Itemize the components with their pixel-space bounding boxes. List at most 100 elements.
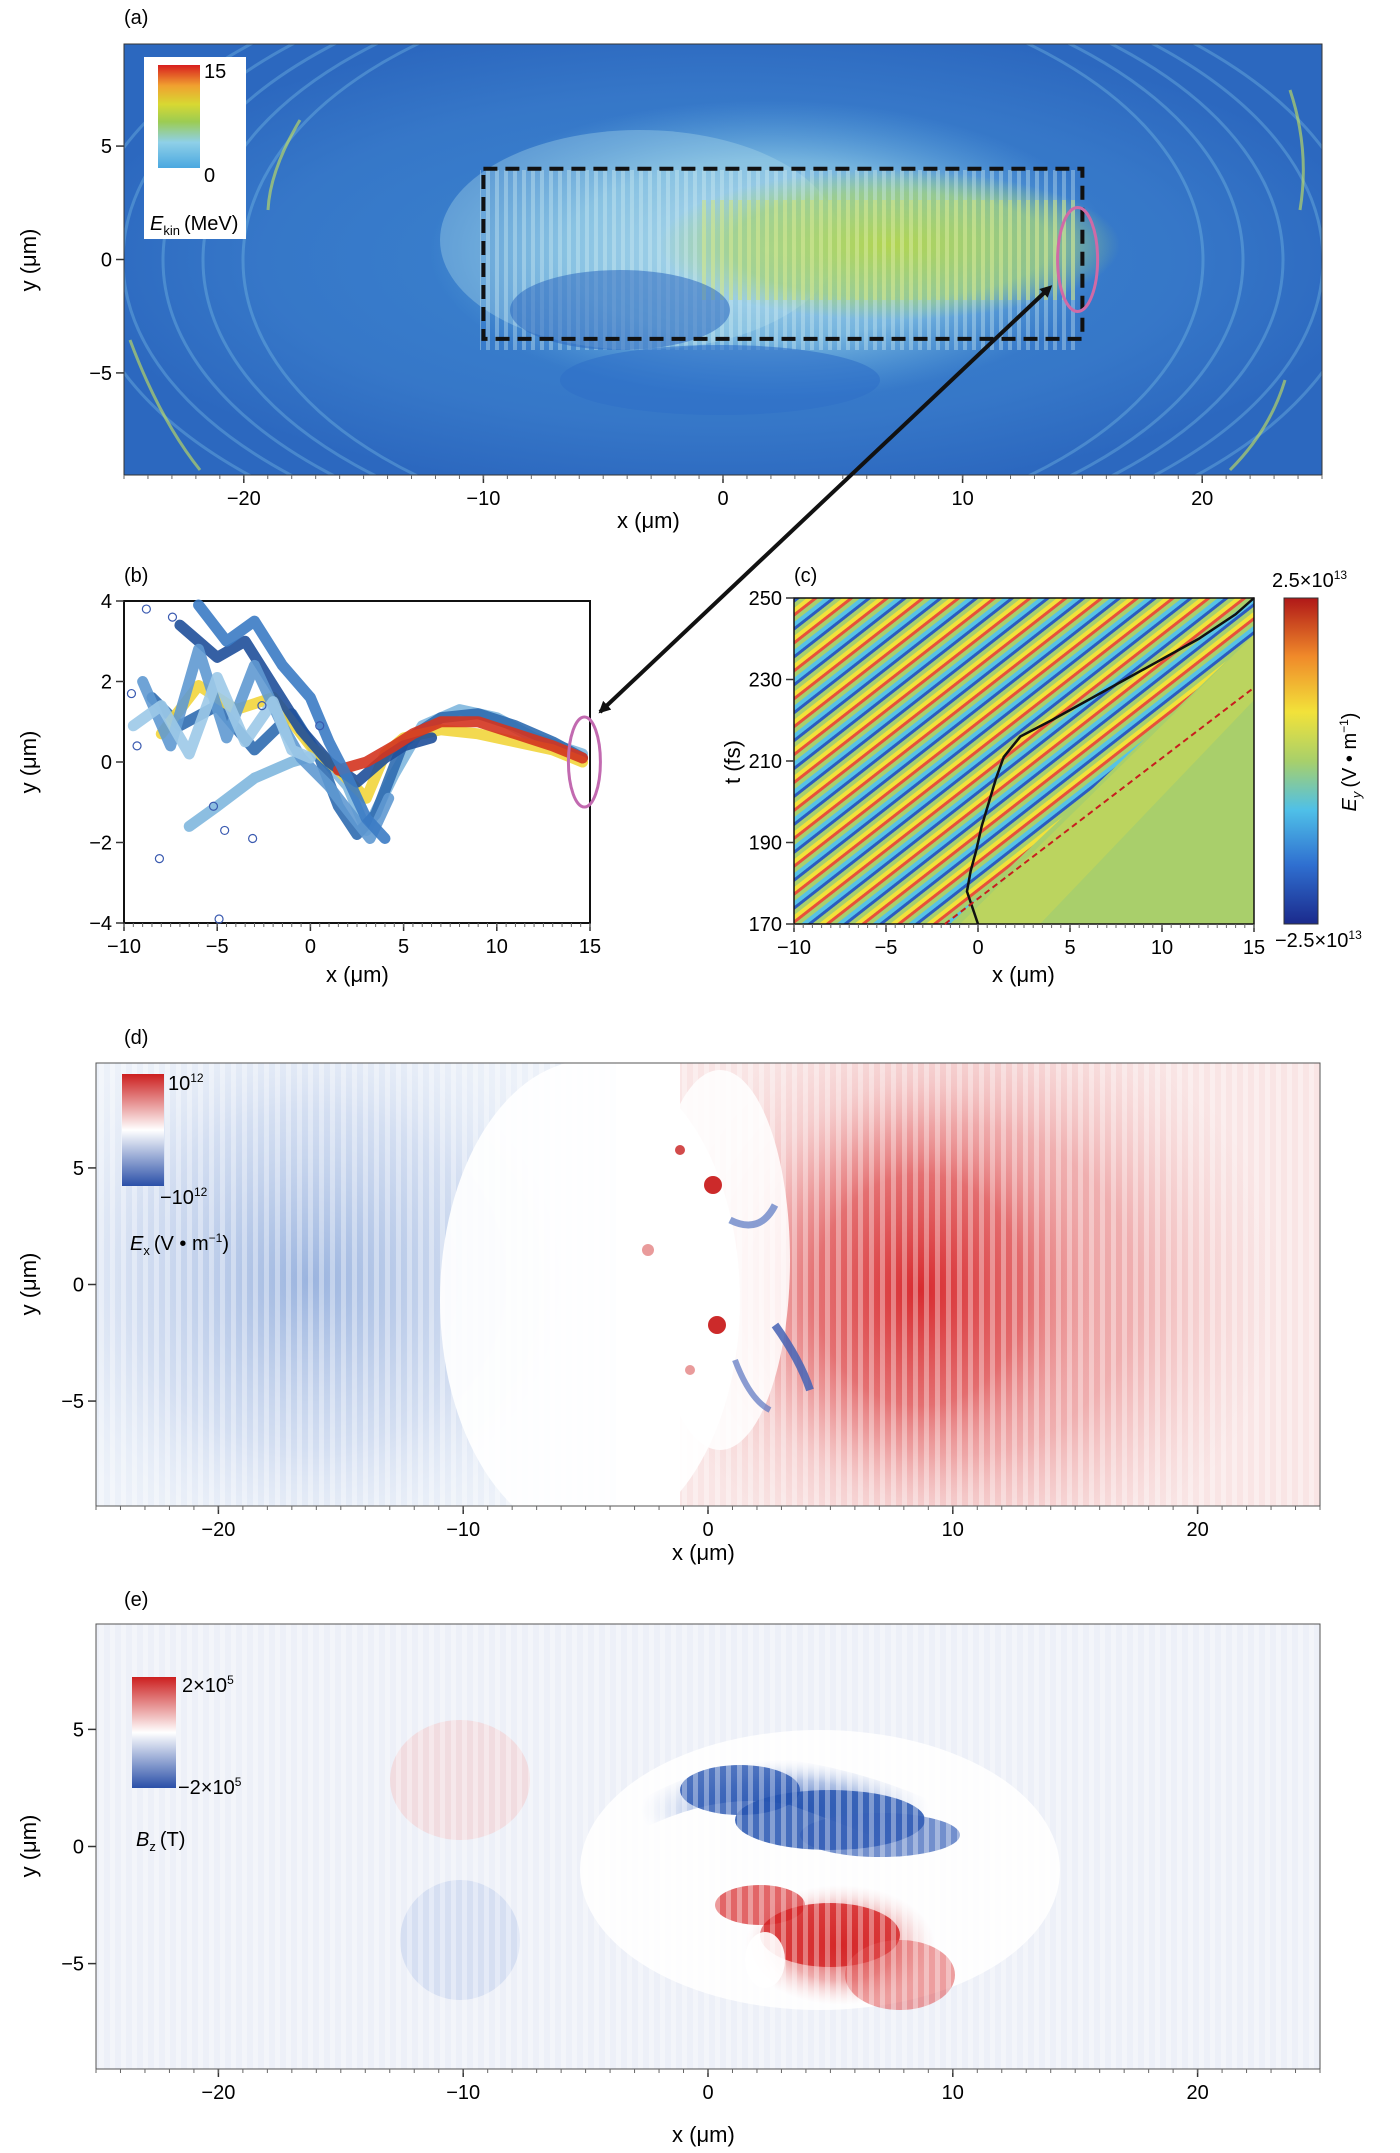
panel-e-xtick-label: −10 (446, 2082, 480, 2104)
panel-b-ytick-label: 0 (101, 752, 112, 774)
panel-b-series-group (126, 599, 589, 924)
panel-e-colorbar-max: 2×105 (182, 1673, 234, 1697)
panel-b-ytick-label: −4 (89, 913, 112, 935)
panel-a-colorbar-label: Ekin (MeV) (150, 213, 238, 238)
panel-b-marker (141, 604, 151, 614)
panel-c-colorbar-min: −2.5×1013 (1275, 928, 1362, 952)
panel-e-ytick-label: 5 (73, 1719, 84, 1741)
panel-c: (c) 2.5×1013 −2.5×1013 Ey(V • m−1) −10 −5… (720, 565, 1364, 987)
panel-b-xtick-label: −10 (107, 936, 141, 958)
panel-e-ytick-label: 0 (73, 1837, 84, 1859)
panel-c-ytick-label: 210 (749, 751, 782, 773)
panel-c-trajectory (965, 597, 1255, 925)
panel-a-label: (a) (124, 7, 148, 29)
panel-d-ylabel: y (μm) (16, 1253, 41, 1316)
panel-b-ytick-label: 2 (101, 672, 112, 694)
panel-e-xtick-label: 0 (702, 2082, 713, 2104)
panel-d-ticks: −20 −10 0 10 20 5 0 −5 (61, 1158, 1321, 1541)
panel-c-ytick-label: 170 (749, 914, 782, 936)
panel-d: (d) 1012 −1012 Ex (V • m−1) −20 −10 (16, 1027, 1321, 1565)
panel-b-marker (126, 688, 137, 699)
panel-b-xtick-label: 15 (579, 936, 601, 958)
panel-c-ytick-label: 250 (749, 588, 782, 610)
panel-b-marker (257, 701, 267, 711)
panel-b-trajectory-5 (332, 716, 589, 776)
panel-a-ylabel: y (μm) (16, 229, 41, 292)
panel-d-heatmap (96, 1063, 1320, 1506)
panel-d-xtick-label: 0 (702, 1519, 713, 1541)
panel-b-xtick-label: 0 (305, 936, 316, 958)
panel-e-ylabel: y (μm) (16, 1815, 41, 1878)
panel-d-xlabel: x (μm) (672, 1540, 735, 1565)
panel-e-ytick-label: −5 (61, 1954, 84, 1976)
panel-b-ticks: −10 −5 0 5 10 15 4 2 0 −2 −4 (89, 591, 601, 958)
panel-a-xtick-label: −10 (466, 488, 500, 510)
panel-e-ticks: −20 −10 0 10 20 5 0 −5 (61, 1719, 1321, 2104)
panel-c-xtick-label: 10 (1151, 937, 1173, 959)
panel-b-xtick-label: 5 (398, 936, 409, 958)
panel-c-heatmap (794, 598, 1254, 924)
linking-arrow (598, 285, 1053, 714)
panel-b-marker (154, 853, 165, 864)
panel-b-ellipse (566, 715, 602, 809)
panel-c-ticks: −10 −5 0 5 10 15 250 230 210 190 170 (749, 588, 1266, 959)
panel-b: (b) −10 −5 0 5 10 15 4 2 0 −2 −4 x (μm) y (μm) (16, 565, 602, 987)
panel-e-label: (e) (124, 1589, 148, 1611)
panel-b-trajectory-7 (193, 599, 391, 844)
panel-a-ytick-label: 0 (101, 250, 112, 272)
panel-c-xtick-label: 15 (1243, 937, 1265, 959)
panel-b-marker (220, 825, 230, 836)
panel-b-marker (167, 612, 178, 622)
panel-b-trajectory-6 (127, 671, 316, 764)
panel-a: (a) (16, 7, 1323, 533)
panel-d-ytick-label: −5 (61, 1391, 84, 1413)
panel-e-heatmap (96, 1624, 1320, 2069)
panel-c-xtick-label: 5 (1064, 937, 1075, 959)
panel-a-colorbar-min: 0 (204, 165, 215, 187)
panel-c-label: (c) (794, 565, 817, 587)
panel-a-xtick-label: −20 (227, 488, 261, 510)
panel-b-ytick-label: −2 (89, 833, 112, 855)
panel-e-colorbar-label: Bz (T) (136, 1829, 185, 1854)
panel-d-colorbar-max: 1012 (168, 1071, 204, 1095)
panel-d-xtick-label: −20 (201, 1519, 235, 1541)
panel-c-colorbar-max: 2.5×1013 (1272, 568, 1347, 592)
panel-e-xtick-label: 10 (942, 2082, 964, 2104)
panel-c-ytick-label: 190 (749, 833, 782, 855)
panel-a-xlabel: x (μm) (617, 508, 680, 533)
panel-a-colorbar-max: 15 (204, 61, 226, 83)
panel-b-marker (214, 914, 224, 924)
panel-b-ytick-label: 4 (101, 591, 112, 613)
panel-e-colorbar (132, 1677, 176, 1788)
panel-d-xtick-label: −10 (446, 1519, 480, 1541)
panel-b-marker (315, 721, 325, 731)
panel-c-xtick-label: −10 (777, 937, 811, 959)
panel-a-ellipse (1056, 206, 1100, 313)
panel-b-ylabel: y (μm) (16, 731, 41, 794)
panel-a-ytick-label: −5 (89, 363, 112, 385)
panel-b-xtick-label: 10 (486, 936, 508, 958)
panel-c-colorbar (1283, 597, 1319, 925)
panel-d-ytick-label: 0 (73, 1275, 84, 1297)
panel-b-marker (248, 833, 258, 844)
panel-c-ytick-label: 230 (749, 670, 782, 692)
panel-a-xtick-label: 10 (951, 488, 973, 510)
panel-a-xtick-label: 20 (1191, 488, 1213, 510)
panel-d-ytick-label: 5 (73, 1158, 84, 1180)
panel-c-xtick-label: 0 (972, 937, 983, 959)
panel-c-ylabel: t (fs) (720, 740, 745, 784)
panel-d-colorbar-label: Ex (V • m−1) (130, 1231, 229, 1258)
panel-c-colorbar-label: Ey(V • m−1) (1337, 713, 1364, 812)
panel-d-xtick-label: 10 (942, 1519, 964, 1541)
panel-c-xlabel: x (μm) (992, 962, 1055, 987)
panel-b-marker (132, 741, 142, 751)
panel-b-marker (208, 801, 219, 811)
panel-b-xlabel: x (μm) (326, 962, 389, 987)
panel-d-xtick-label: 20 (1186, 1519, 1208, 1541)
panel-a-xtick-label: 0 (717, 488, 728, 510)
panel-e-xtick-label: −20 (201, 2082, 235, 2104)
panel-e-xtick-label: 20 (1186, 2082, 1208, 2104)
panel-d-label: (d) (124, 1027, 148, 1049)
panel-e-colorbar-min: −2×105 (178, 1775, 242, 1799)
